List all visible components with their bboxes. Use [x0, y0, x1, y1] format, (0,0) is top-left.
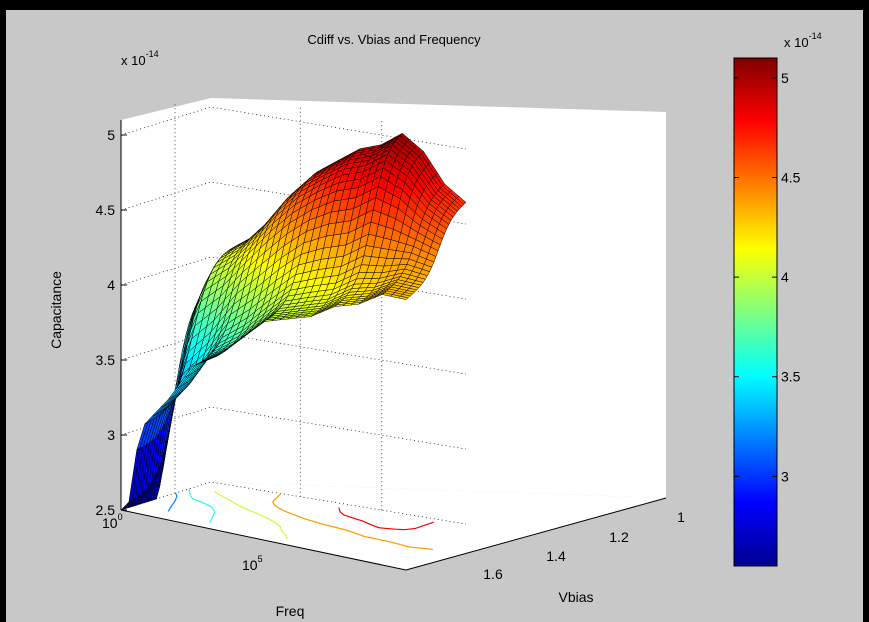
x-tick-label: 1.4: [546, 548, 566, 564]
z-tick-label: 3.5: [96, 352, 116, 368]
chart-canvas: Cdiff vs. Vbias and Frequency x 10-14 2.…: [48, 31, 822, 619]
y-axis-label: Freq: [276, 603, 305, 619]
contour-line: [188, 488, 216, 524]
surface-patch: [120, 500, 133, 511]
y-tick-base: 10: [242, 557, 258, 573]
colorbar-tick-label: 4: [781, 269, 789, 285]
colorbar-exponent-base: x 10: [784, 35, 809, 50]
y-tick-base: 10: [102, 515, 118, 531]
chart-title: Cdiff vs. Vbias and Frequency: [307, 32, 481, 47]
z-tick-labels: 2.5 3 3.5 4 4.5 5: [96, 127, 127, 518]
z-tick-label: 4: [107, 277, 115, 293]
freq-axis-line: [120, 509, 407, 571]
surface-plot: [120, 132, 467, 511]
y-tick-power: 0: [118, 512, 123, 522]
contour-line: [167, 492, 178, 512]
y-tick-power: 5: [258, 554, 263, 564]
grid-lines: [120, 103, 467, 525]
x-tick-label: 1.2: [609, 529, 629, 545]
colorbar-tick-label: 3: [781, 468, 789, 484]
axes-floor: [121, 482, 666, 570]
colorbar-tick-label: 4.5: [781, 170, 801, 186]
figure-window: Cdiff vs. Vbias and Frequency x 10-14 2.…: [6, 10, 863, 622]
x-tick-label: 1: [677, 509, 685, 525]
y-tick-label: 105: [242, 554, 263, 573]
contour-line: [338, 507, 434, 531]
axis-lines: [120, 120, 667, 571]
z-tick-label: 5: [107, 127, 115, 143]
z-exponent-power: -14: [146, 49, 159, 59]
contour-line: [213, 491, 288, 540]
colorbar-exponent-label: x 10-14: [784, 31, 822, 50]
colorbar-ticks: 3 3.5 4 4.5 5: [734, 70, 801, 484]
z-exponent-label: x 10-14: [121, 49, 159, 68]
colorbar-exponent-power: -14: [809, 31, 822, 41]
axes-back-wall: [121, 98, 666, 510]
z-tick-label: 4.5: [96, 202, 116, 218]
y-tick-label: 100: [102, 512, 123, 531]
colorbar: [733, 57, 778, 567]
colorbar-tick-label: 3.5: [781, 369, 801, 385]
z-exponent-base: x 10: [121, 53, 146, 68]
x-axis-label: Vbias: [558, 589, 593, 605]
z-tick-label: 2.5: [96, 502, 116, 518]
vbias-axis-line: [405, 497, 667, 571]
z-tick-label: 3: [107, 427, 115, 443]
colorbar-tick-label: 5: [781, 70, 789, 86]
x-tick-label: 1.6: [483, 566, 503, 582]
z-axis-label: Capacitance: [48, 271, 64, 349]
contour-line: [272, 493, 433, 551]
contour-projection: [167, 488, 434, 551]
x-tick-labels: 1 1.2 1.4 1.6: [483, 509, 685, 582]
